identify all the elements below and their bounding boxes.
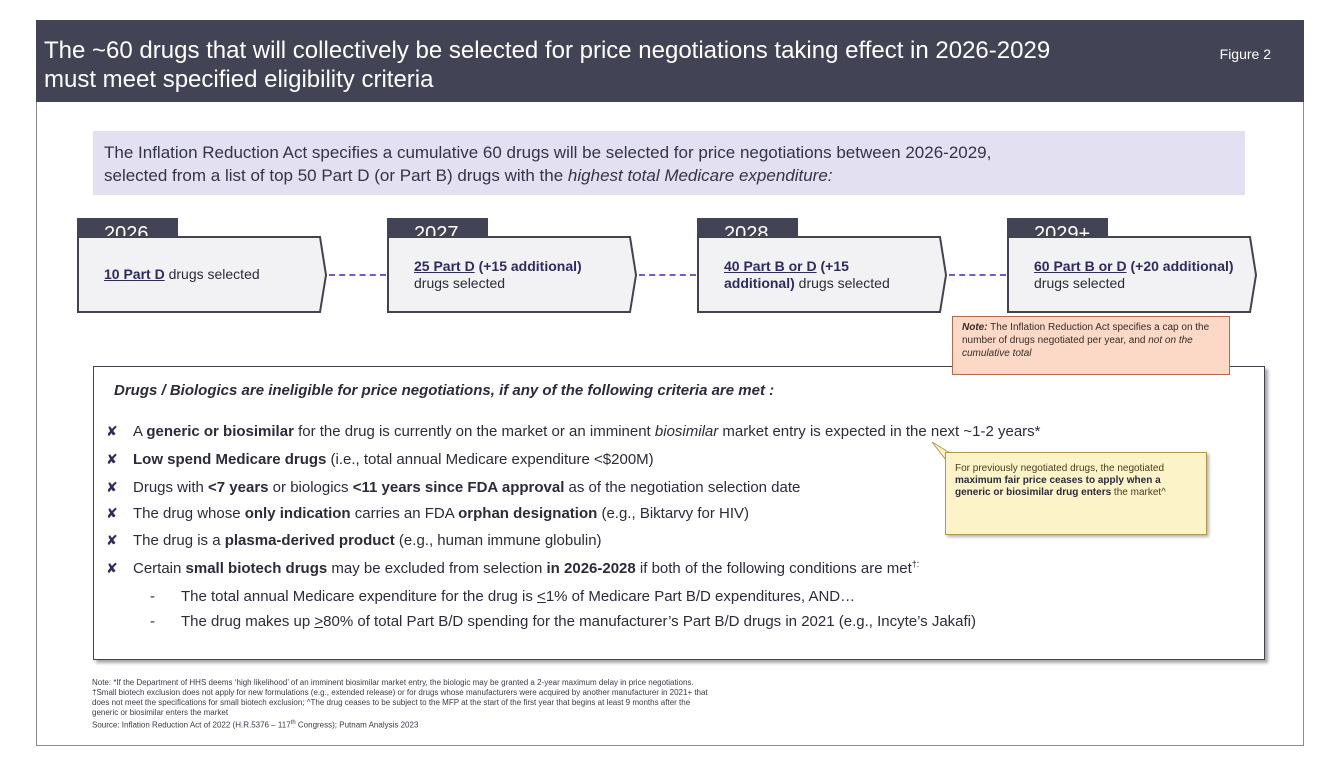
timeline-text-2027: 25 Part D (+15 additional) drugs selected <box>414 258 582 291</box>
timeline-box-2027: 25 Part D (+15 additional) drugs selected <box>387 236 637 313</box>
footnotes: Note: *If the Department of HHS deems ‘h… <box>92 678 1042 731</box>
intro-emphasis: highest total Medicare expenditure: <box>567 166 833 185</box>
cross-icon: ✘ <box>106 505 118 521</box>
slide-header: The ~60 drugs that will collectively be … <box>36 20 1304 102</box>
timeline-chevron <box>1007 236 1257 313</box>
footnote-line: generic or biosimilar enters the market <box>92 708 229 717</box>
timeline-chevron <box>387 236 637 313</box>
criteria-item-approval: ✘ Drugs with <7 years or biologics <11 ye… <box>106 479 801 496</box>
criteria-item-orphan: ✘ The drug whose only indication carries … <box>106 505 749 522</box>
slide-title: The ~60 drugs that will collectively be … <box>44 37 1051 93</box>
timeline-connector <box>639 274 696 276</box>
criteria-item-generic: ✘ A generic or biosimilar for the drug is… <box>106 423 1041 440</box>
intro-banner: The Inflation Reduction Act specifies a … <box>93 131 1245 195</box>
timeline-chevron <box>697 236 947 313</box>
criteria-subitem-expenditure: - The total annual Medicare expenditure f… <box>150 588 856 605</box>
intro-line-2: selected from a list of top 50 Part D (o… <box>104 166 568 185</box>
footnote-line: Note: *If the Department of HHS deems ‘h… <box>92 678 694 687</box>
cross-icon: ✘ <box>106 479 118 495</box>
note-box: Note: The Inflation Reduction Act specif… <box>952 316 1230 375</box>
footnote-line: does not meet the specifications for sma… <box>92 698 691 707</box>
cross-icon: ✘ <box>106 532 118 548</box>
criteria-item-low-spend: ✘ Low spend Medicare drugs (i.e., total a… <box>106 451 654 468</box>
criteria-item-small-biotech: ✘ Certain small biotech drugs may be excl… <box>106 559 920 577</box>
callout-note: For previously negotiated drugs, the neg… <box>945 452 1207 535</box>
criteria-title: Drugs / Biologics are ineligible for pri… <box>114 382 775 399</box>
source-line: Source: Inflation Reduction Act of 2022 … <box>92 720 419 730</box>
timeline-box-2029: 60 Part B or D (+20 additional) drugs se… <box>1007 236 1257 313</box>
timeline-text-2029: 60 Part B or D (+20 additional) drugs se… <box>1034 258 1234 291</box>
timeline-connector <box>329 274 386 276</box>
timeline-box-2026: 10 Part D drugs selected <box>77 236 327 313</box>
figure-label: Figure 2 <box>1219 46 1271 62</box>
timeline-text-2026: 10 Part D drugs selected <box>104 266 260 282</box>
intro-line-1: The Inflation Reduction Act specifies a … <box>104 143 992 162</box>
cross-icon: ✘ <box>106 423 118 439</box>
timeline-chevron <box>77 236 327 313</box>
timeline-text-2028: 40 Part B or D (+15 additional) drugs se… <box>724 258 890 291</box>
criteria-item-plasma: ✘ The drug is a plasma-derived product (e… <box>106 532 602 549</box>
criteria-subitem-spending: - The drug makes up >80% of total Part B/… <box>150 613 977 630</box>
timeline-connector <box>949 274 1006 276</box>
cross-icon: ✘ <box>106 560 118 576</box>
timeline-box-2028: 40 Part B or D (+15 additional) drugs se… <box>697 236 947 313</box>
cross-icon: ✘ <box>106 451 118 467</box>
footnote-line: †Small biotech exclusion does not apply … <box>92 688 708 697</box>
